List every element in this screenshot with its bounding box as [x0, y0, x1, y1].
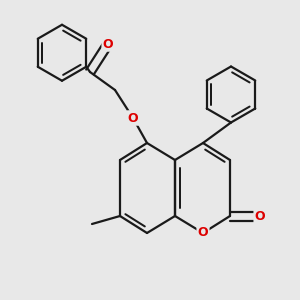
Text: O: O	[103, 38, 113, 50]
Text: O: O	[255, 209, 265, 223]
Text: O: O	[198, 226, 208, 239]
Text: O: O	[128, 112, 138, 124]
